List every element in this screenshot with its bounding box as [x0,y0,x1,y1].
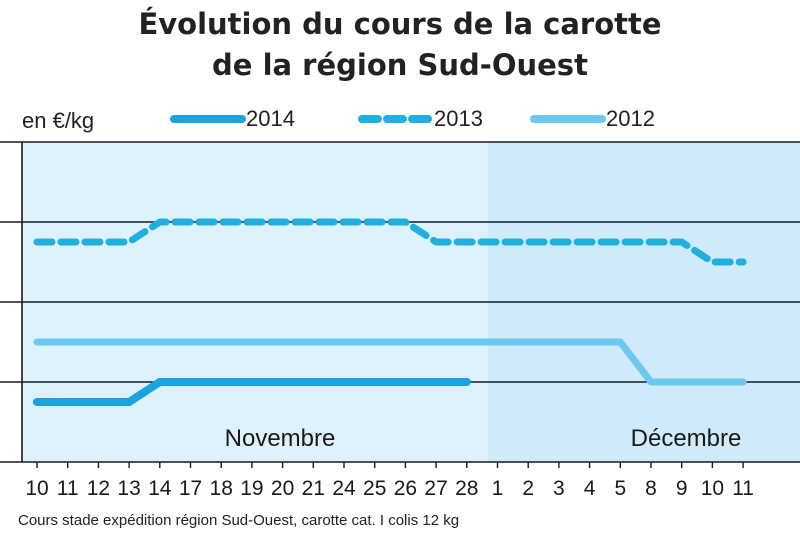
series-line-2014 [33,378,471,406]
series-line-2012 [33,338,747,386]
x-tick-label-5: 17 [179,477,202,500]
x-tick-label-2: 12 [87,477,110,500]
legend-item-2013: 2013 [358,104,508,134]
series-line-2013 [33,218,747,266]
source-note: Cours stade expédition région Sud-Ouest,… [18,512,460,529]
legend-swatch-2012 [530,115,606,123]
unit-label: en €/kg [22,108,95,133]
x-tick-label-16: 2 [522,477,534,500]
x-tick-label-7: 19 [240,477,263,500]
x-tick-label-19: 5 [614,477,626,500]
legend-item-2014: 2014 [170,104,320,134]
x-tick-label-4: 14 [148,477,172,500]
legend-label-2013: 2013 [434,106,483,131]
x-tick-label-22: 10 [701,477,724,500]
x-tick-label-3: 13 [117,477,140,500]
x-tick-label-23: 11 [732,477,754,500]
x-tick-label-9: 21 [302,477,325,500]
x-tick-label-21: 9 [676,477,688,500]
x-tick-label-17: 3 [553,477,565,500]
x-tick-label-14: 28 [455,477,478,500]
x-tick-label-0: 10 [25,477,48,500]
legend-label-2014: 2014 [246,106,295,131]
x-tick-label-15: 1 [492,477,504,500]
legend-swatch-2014 [170,115,246,123]
chart-title: Évolution du cours de la carotte de la r… [0,4,800,86]
x-tick-label-12: 26 [394,477,417,500]
chart-title-line-1: Évolution du cours de la carotte [138,7,662,41]
x-tick-label-13: 27 [424,477,447,500]
x-tick-label-11: 25 [363,477,386,500]
legend-item-2012: 2012 [530,104,680,134]
legend-swatch-2013 [358,115,434,123]
chart-title-line-2: de la région Sud-Ouest [212,48,588,82]
month-label-0: Novembre [225,425,336,452]
x-tick-label-20: 8 [645,477,657,500]
legend-label-2012: 2012 [606,106,655,131]
month-label-1: Décembre [631,425,742,452]
x-tick-label-10: 24 [332,477,356,500]
x-tick-label-1: 11 [57,477,79,500]
x-tick-label-18: 4 [584,477,596,500]
x-tick-label-6: 18 [210,477,233,500]
x-tick-label-8: 20 [271,477,294,500]
